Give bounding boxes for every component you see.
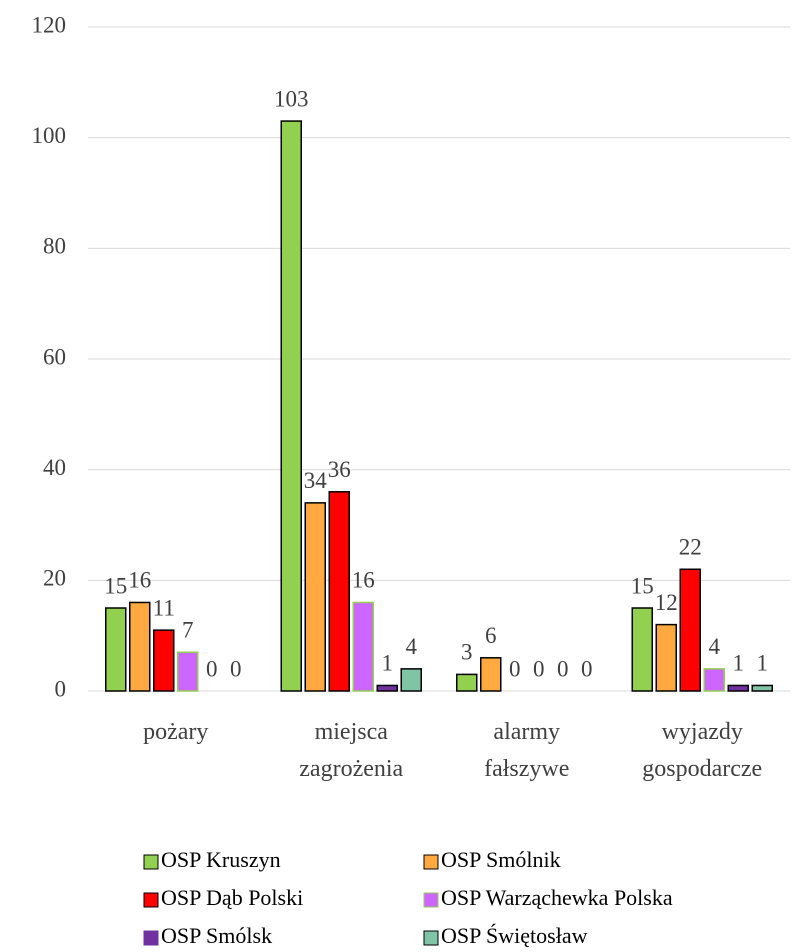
data-label: 103 bbox=[274, 86, 309, 111]
data-label: 15 bbox=[104, 573, 127, 598]
y-tick-label: 40 bbox=[43, 455, 66, 480]
bar bbox=[703, 668, 725, 692]
data-label: 4 bbox=[709, 634, 721, 659]
data-label: 6 bbox=[485, 623, 497, 648]
bar bbox=[352, 601, 374, 692]
legend-label: OSP Dąb Polski bbox=[161, 885, 303, 910]
data-label: 0 bbox=[509, 656, 521, 681]
y-tick-label: 20 bbox=[43, 566, 66, 591]
y-tick-label: 60 bbox=[43, 344, 66, 369]
data-label: 4 bbox=[406, 634, 418, 659]
data-label: 1 bbox=[382, 651, 394, 676]
bar bbox=[655, 623, 677, 692]
data-label: 0 bbox=[206, 656, 218, 681]
data-label: 15 bbox=[631, 573, 654, 598]
data-label: 22 bbox=[679, 535, 702, 560]
y-tick-label: 120 bbox=[32, 12, 67, 37]
legend-label: OSP Kruszyn bbox=[161, 847, 281, 872]
bar bbox=[727, 684, 749, 692]
bar bbox=[679, 568, 701, 692]
bar bbox=[631, 607, 653, 692]
data-label: 34 bbox=[304, 468, 328, 493]
x-tick-label: miejsca zagrożenia bbox=[299, 719, 403, 782]
x-tick-label: wyjazdy gospodarcze bbox=[642, 719, 762, 782]
y-tick-label: 100 bbox=[32, 123, 67, 148]
bar bbox=[751, 684, 773, 692]
legend-label: OSP Warząchewka Polska bbox=[441, 885, 673, 910]
data-label: 0 bbox=[557, 656, 569, 681]
bar bbox=[177, 651, 199, 692]
data-label: 36 bbox=[328, 457, 351, 482]
data-label: 7 bbox=[182, 618, 194, 643]
legend-swatch bbox=[143, 930, 159, 946]
data-label: 16 bbox=[352, 568, 375, 593]
bar bbox=[105, 607, 127, 692]
data-label: 16 bbox=[128, 568, 151, 593]
legend-label: OSP Świętosław bbox=[441, 923, 588, 948]
bar bbox=[456, 673, 478, 692]
data-label: 11 bbox=[153, 595, 175, 620]
data-label: 3 bbox=[461, 640, 473, 665]
bar bbox=[400, 668, 422, 692]
data-label: 12 bbox=[655, 590, 678, 615]
legend-label: OSP Smólnik bbox=[441, 847, 561, 872]
legend-swatch bbox=[423, 854, 439, 870]
legend-swatch bbox=[423, 930, 439, 946]
y-tick-label: 80 bbox=[43, 234, 66, 259]
legend-swatch bbox=[143, 854, 159, 870]
legend-swatch bbox=[423, 892, 439, 908]
bar bbox=[280, 120, 302, 692]
legend-swatch bbox=[143, 892, 159, 908]
bar bbox=[129, 601, 151, 692]
x-tick-label: pożary bbox=[143, 719, 208, 745]
y-tick-label: 0 bbox=[55, 676, 67, 701]
bar bbox=[304, 502, 326, 692]
bar bbox=[480, 657, 502, 692]
x-tick-label: alarmy fałszywe bbox=[484, 719, 569, 782]
data-label: 1 bbox=[733, 651, 745, 676]
data-label: 0 bbox=[581, 656, 593, 681]
bar bbox=[153, 629, 175, 692]
bar bbox=[376, 684, 398, 692]
data-label: 0 bbox=[533, 656, 545, 681]
bar bbox=[328, 491, 350, 692]
data-label: 0 bbox=[230, 656, 242, 681]
data-label: 1 bbox=[757, 651, 769, 676]
legend-label: OSP Smólsk bbox=[161, 923, 272, 948]
